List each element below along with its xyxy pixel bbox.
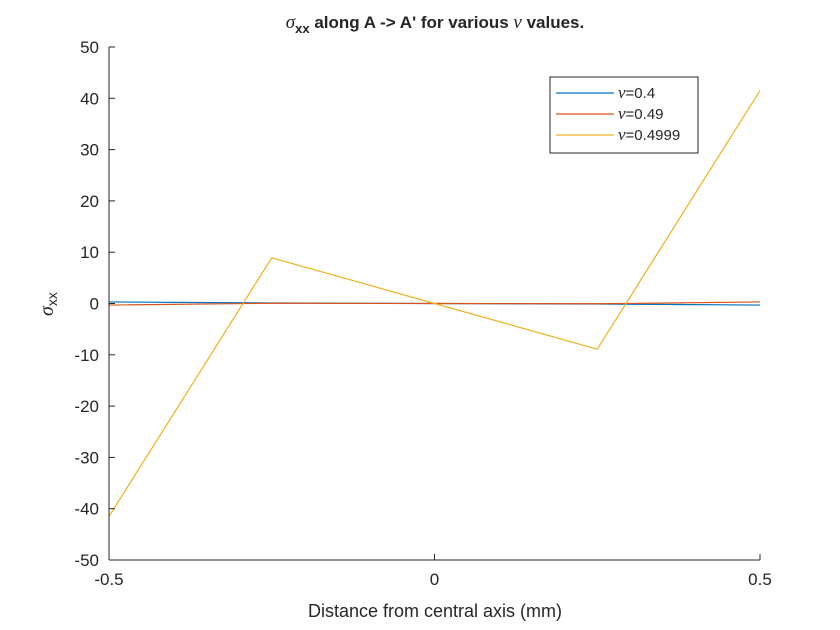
title-nu: ν	[513, 12, 522, 33]
legend-nu-symbol: ν	[618, 104, 626, 123]
legend: ν=0.4ν=0.49ν=0.4999	[549, 76, 699, 154]
y-tick-label: 20	[80, 192, 99, 211]
legend-label-2: ν=0.49	[618, 104, 664, 123]
ylabel-sigma: σ	[36, 305, 58, 316]
legend-value: =0.49	[626, 106, 664, 123]
legend-label-3: ν=0.4999	[618, 125, 680, 144]
x-axis-label: Distance from central axis (mm)	[308, 601, 562, 621]
y-tick-label: -30	[74, 448, 99, 467]
series-line-3	[108, 90, 761, 517]
legend-value: =0.4999	[626, 127, 681, 144]
title-sigma: σ	[286, 12, 296, 33]
title-subscript: xx	[295, 21, 310, 36]
y-tick-label: 10	[80, 243, 99, 262]
y-tick-label: -50	[74, 551, 99, 570]
y-tick-label: -20	[74, 397, 99, 416]
title-middle: along A -> A' for various	[310, 13, 514, 32]
x-tick-label: 0	[430, 570, 439, 589]
title-end: values.	[522, 13, 584, 32]
y-tick-label: 0	[90, 295, 99, 314]
chart-title: σxx along A -> A' for various ν values.	[286, 12, 584, 36]
x-tick-label: -0.5	[94, 570, 123, 589]
legend-entries: ν=0.4ν=0.49ν=0.4999	[556, 83, 680, 144]
y-axis-label: σxx	[36, 292, 60, 316]
y-ticks: -50 -40 -30 -20 -10 0 10 20 30 40 50	[74, 38, 115, 570]
y-tick-label: 40	[80, 89, 99, 108]
y-tick-label: 50	[80, 38, 99, 57]
y-tick-label: -10	[74, 346, 99, 365]
legend-label-1: ν=0.4	[618, 83, 655, 102]
series-layer	[108, 90, 761, 517]
legend-box	[549, 76, 699, 154]
legend-nu-symbol: ν	[618, 125, 626, 144]
legend-value: =0.4	[626, 85, 656, 102]
ylabel-subscript: xx	[44, 292, 60, 306]
legend-nu-symbol: ν	[618, 83, 626, 102]
y-tick-label: 30	[80, 141, 99, 160]
x-tick-label: 0.5	[748, 570, 772, 589]
y-tick-label: -40	[74, 500, 99, 519]
x-ticks: -0.5 0 0.5	[94, 554, 772, 589]
